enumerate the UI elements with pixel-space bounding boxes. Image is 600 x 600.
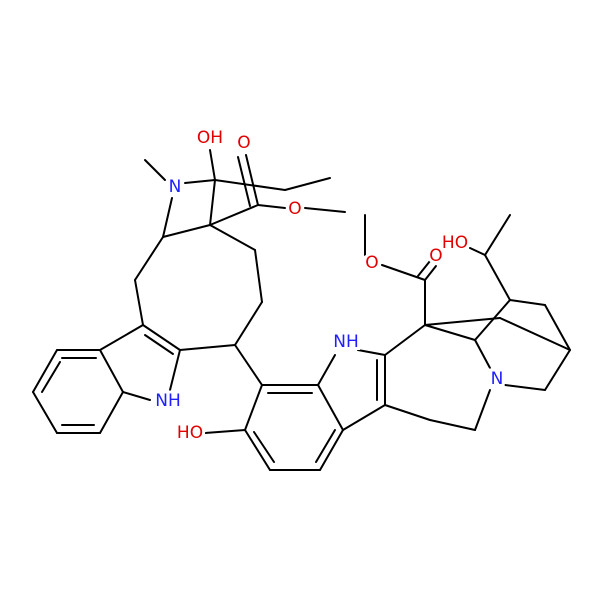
bond: [384, 404, 431, 421]
bond: [357, 349, 386, 356]
bond: [134, 279, 144, 326]
bond: [244, 429, 271, 471]
atom-label: O: [365, 253, 378, 273]
bond: [245, 154, 259, 206]
bond: [342, 404, 386, 431]
bond: [253, 431, 275, 463]
bond: [284, 177, 331, 191]
bond: [504, 384, 546, 391]
bond: [424, 265, 437, 281]
bond: [384, 324, 426, 356]
bond: [99, 391, 124, 434]
bond: [304, 207, 346, 213]
bond: [209, 224, 256, 251]
bond: [469, 247, 486, 256]
atom-label: HO: [177, 423, 203, 443]
bond: [234, 301, 263, 346]
bond: [417, 260, 431, 277]
bond: [237, 156, 251, 207]
bond: [142, 324, 181, 351]
atom-label: NH: [155, 391, 181, 411]
bond: [474, 299, 511, 341]
bond: [317, 384, 344, 431]
atom-label: OH: [197, 128, 223, 148]
bond: [484, 214, 511, 256]
atom-label: N: [491, 369, 504, 389]
bond: [32, 349, 58, 393]
bond: [209, 204, 259, 226]
bond: [162, 224, 211, 238]
bond: [474, 339, 491, 369]
bond: [184, 179, 216, 184]
bond: [244, 384, 263, 431]
bond: [214, 179, 286, 191]
bond: [144, 334, 174, 355]
bond: [144, 159, 166, 181]
atom-label: O: [429, 246, 442, 266]
bond: [41, 361, 61, 393]
atom-label: O: [237, 133, 250, 153]
bond: [317, 354, 336, 386]
bond: [234, 344, 263, 386]
bond: [424, 317, 501, 326]
bond: [99, 349, 124, 393]
atom-label: NH: [333, 332, 359, 352]
bonds: [32, 149, 571, 471]
bond: [209, 149, 216, 181]
bond: [429, 419, 476, 431]
bond: [99, 324, 144, 351]
bond: [122, 391, 151, 401]
atom-labels: OH N O O NH HO NH O O HO N: [152, 125, 506, 446]
bond: [381, 264, 426, 281]
bond: [544, 349, 571, 391]
atom-label: O: [288, 199, 301, 219]
atom-label: HO: [442, 233, 468, 253]
bond: [315, 429, 336, 463]
bond: [254, 249, 263, 303]
bond: [257, 204, 286, 209]
bond: [319, 429, 344, 471]
atom-label: N: [169, 177, 182, 197]
bond: [32, 391, 58, 434]
bond: [499, 317, 571, 351]
bond: [179, 344, 236, 351]
bond: [474, 389, 491, 431]
bond: [509, 299, 546, 306]
bond: [162, 197, 173, 238]
bond: [484, 254, 511, 301]
bond: [204, 429, 246, 434]
bond: [209, 179, 216, 226]
bond: [544, 304, 571, 351]
bond: [134, 236, 164, 281]
bond: [424, 324, 476, 341]
bond: [169, 349, 181, 391]
